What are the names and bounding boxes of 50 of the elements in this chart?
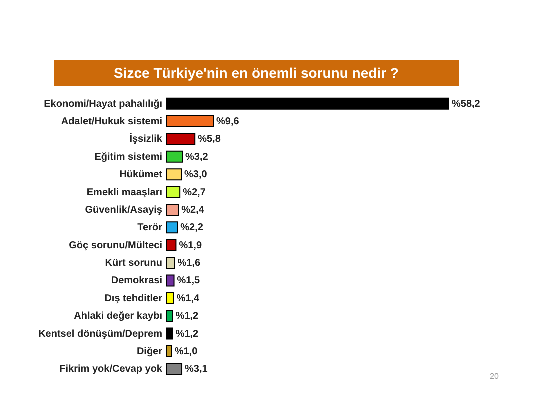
y-tick-label: Güvenlik/Asayiş: [85, 204, 163, 216]
bar: [166, 257, 176, 270]
data-label: %1,5: [177, 276, 200, 287]
bar: [166, 133, 196, 146]
bar: [166, 116, 214, 128]
data-label: %1,6: [178, 258, 201, 270]
y-tick-label: Diğer: [136, 346, 163, 358]
data-label: %3,1: [185, 364, 208, 376]
bar: [166, 274, 175, 287]
bar: [166, 239, 177, 252]
y-tick-label: Emekli maaşları: [86, 187, 163, 198]
text: 20: [490, 372, 499, 381]
bar: [166, 222, 178, 234]
data-label: %1,4: [176, 293, 200, 304]
y-tick-label: Göç sorunu/Mülteci: [69, 240, 163, 252]
bar: [166, 363, 183, 376]
bar: [166, 328, 174, 340]
data-label: %58,2: [452, 98, 481, 110]
y-tick-label: İşsizlik: [130, 133, 163, 146]
data-label: %3,2: [186, 152, 209, 163]
y-tick-label: Fikrim yok/Cevap yok: [60, 364, 163, 376]
y-tick-label: Adalet/Hukuk sistemi: [61, 116, 163, 128]
data-label: %2,7: [183, 187, 206, 198]
data-label: %1,2: [176, 311, 200, 322]
y-tick-label: Kentsel dönüşüm/Deprem: [38, 328, 163, 340]
y-tick-label: Demokrasi: [111, 276, 163, 287]
bar: [166, 345, 172, 358]
bar: [166, 204, 180, 216]
data-label: %9,6: [216, 116, 240, 128]
y-tick-label: Kürt sorunu: [105, 258, 162, 270]
data-label: %1,0: [174, 346, 198, 358]
y-tick-label: Eğitim sistemi: [94, 152, 163, 163]
data-label: %2,2: [180, 222, 204, 234]
bar: [166, 168, 182, 181]
bar: [166, 310, 174, 322]
y-tick-label: Ekonomi/Hayat pahalılığı: [44, 98, 163, 110]
chart-title: Sizce Türkiye'nin en önemli sorunu nedir ?: [54, 60, 459, 86]
data-label: %3,0: [184, 170, 208, 181]
y-tick-label: Ahlaki değer kaybı: [74, 311, 163, 322]
data-label: %5,8: [198, 134, 222, 146]
data-label: %1,2: [176, 328, 200, 340]
y-tick-label: Dış tehditler: [104, 293, 163, 304]
data-label: %2,4: [182, 204, 205, 216]
data-label: %1,9: [179, 240, 202, 252]
bar: [166, 186, 181, 198]
bar: [166, 292, 174, 304]
y-tick-label: Hükümet: [120, 170, 164, 181]
bar: [166, 150, 184, 163]
y-tick-label: Terör: [138, 222, 163, 234]
bar: [166, 98, 450, 110]
